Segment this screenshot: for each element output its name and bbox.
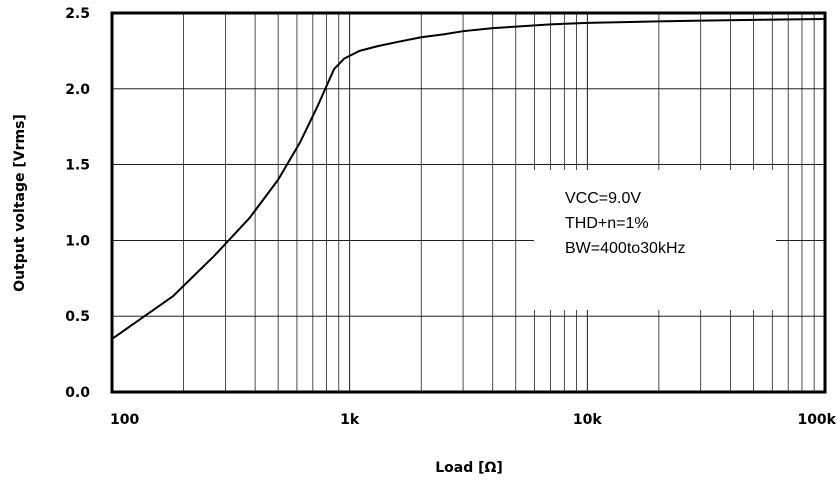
y-tick-label: 1.0 (65, 233, 90, 249)
annotation-thd: THD+n=1% (565, 215, 649, 232)
x-tick-label: 100 (110, 412, 139, 428)
x-tick-label: 1k (340, 412, 360, 428)
x-tick-labels: 100 1k 10k 100k (110, 412, 837, 428)
annotation-background (534, 170, 776, 310)
x-axis-title: Load [Ω] (435, 460, 503, 476)
series-line (111, 18, 826, 340)
y-tick-labels: 0.0 0.5 1.0 1.5 2.0 2.5 (65, 6, 90, 401)
x-tick-label: 10k (573, 412, 602, 428)
plot-frame (110, 11, 827, 394)
y-axis-title: Output voltage [Vrms] (12, 114, 28, 292)
x-tick-label: 100k (797, 412, 836, 428)
y-tick-label: 1.5 (65, 158, 90, 174)
y-tick-label: 0.0 (65, 385, 90, 401)
y-tick-label: 2.5 (65, 6, 90, 22)
y-tick-label: 2.0 (65, 82, 90, 98)
series-group (111, 18, 826, 340)
y-tick-label: 0.5 (65, 309, 90, 325)
annotation-vcc: VCC=9.0V (565, 190, 641, 207)
annotation-bw: BW=400to30kHz (565, 240, 686, 257)
